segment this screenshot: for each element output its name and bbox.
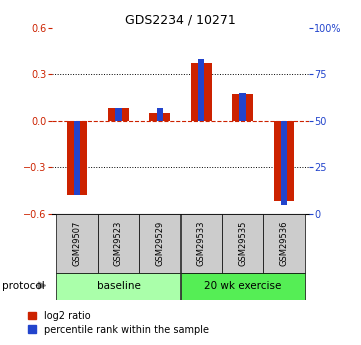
Text: protocol: protocol <box>2 282 44 291</box>
Bar <box>157 108 163 121</box>
Bar <box>180 273 305 300</box>
Text: GSM29507: GSM29507 <box>73 220 82 266</box>
Bar <box>74 121 80 195</box>
Bar <box>116 108 122 121</box>
Bar <box>149 113 170 121</box>
Text: GSM29536: GSM29536 <box>279 220 288 266</box>
Legend: log2 ratio, percentile rank within the sample: log2 ratio, percentile rank within the s… <box>26 309 211 336</box>
Bar <box>191 63 212 121</box>
Bar <box>222 214 263 273</box>
Text: GSM29535: GSM29535 <box>238 220 247 266</box>
Bar <box>180 214 222 273</box>
Bar <box>56 273 180 300</box>
Text: baseline: baseline <box>96 282 140 291</box>
Bar <box>274 121 294 201</box>
Bar <box>232 94 253 121</box>
Bar <box>56 214 98 273</box>
Bar <box>198 59 204 121</box>
Text: GSM29529: GSM29529 <box>155 220 164 266</box>
Text: GSM29533: GSM29533 <box>197 220 206 266</box>
Bar <box>239 93 245 121</box>
Text: GSM29523: GSM29523 <box>114 220 123 266</box>
Bar <box>67 121 87 195</box>
Bar <box>281 121 287 205</box>
Bar <box>139 214 180 273</box>
Bar <box>108 108 129 121</box>
Bar <box>263 214 305 273</box>
Bar <box>98 214 139 273</box>
Text: 20 wk exercise: 20 wk exercise <box>204 282 281 291</box>
Title: GDS2234 / 10271: GDS2234 / 10271 <box>125 13 236 27</box>
